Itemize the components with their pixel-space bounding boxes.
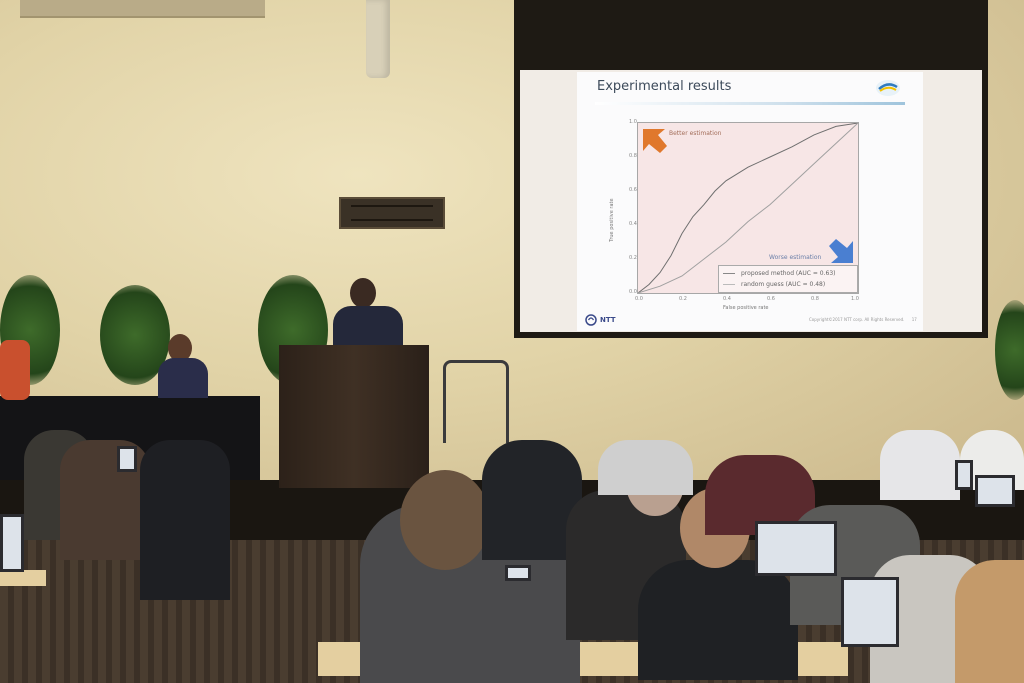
legend-label: random guess (AUC = 0.48) [741, 281, 826, 288]
laptop [117, 446, 137, 472]
podium [279, 345, 429, 488]
speaker-body [333, 306, 403, 346]
ceiling-fixture [20, 0, 265, 18]
laptop [841, 577, 899, 647]
y-tick-label: 0.4 [629, 221, 637, 227]
legend-swatch [723, 284, 735, 285]
y-tick-label: 1.0 [629, 119, 637, 125]
chart-x-axis-label: False positive rate [723, 305, 769, 311]
y-tick-label: 0.0 [629, 289, 637, 295]
wall-vent [339, 197, 445, 229]
better-estimation-label: Better estimation [669, 130, 722, 137]
laptop [755, 521, 837, 576]
slide-page-number: 17 [911, 317, 917, 322]
panelist-body [158, 358, 208, 398]
worse-estimation-label: Worse estimation [769, 254, 822, 261]
ntt-logo-icon [876, 80, 900, 96]
better-estimation-arrow-icon [643, 129, 667, 153]
roc-chart [638, 123, 858, 293]
worse-estimation-arrow-icon [829, 239, 853, 263]
y-tick-label: 0.6 [629, 187, 637, 193]
audience-table [0, 570, 46, 586]
slide-title-rule [595, 102, 905, 105]
legend-item: random guess (AUC = 0.48) [723, 281, 825, 288]
roc-series-line [638, 123, 858, 293]
x-tick-label: 0.6 [767, 296, 775, 302]
chart-y-axis-label: True positive rate [609, 198, 615, 242]
audience-member [955, 560, 1024, 683]
stair-railing [443, 360, 509, 443]
x-tick-label: 1.0 [851, 296, 859, 302]
roc-series-line [638, 123, 858, 293]
speaker-head [350, 278, 376, 308]
audience-member [482, 440, 582, 560]
ntt-brand-icon [585, 314, 597, 326]
laptop [955, 460, 973, 490]
x-tick-label: 0.2 [679, 296, 687, 302]
x-tick-label: 0.0 [635, 296, 643, 302]
audience-member [140, 440, 230, 600]
laptop [0, 514, 24, 572]
legend-item: proposed method (AUC = 0.63) [723, 270, 835, 277]
audience-member [880, 430, 960, 500]
wall-speaker [366, 0, 390, 78]
audience-member-head [400, 470, 490, 570]
potted-plant [995, 300, 1024, 400]
laptop [505, 565, 531, 581]
y-tick-label: 0.2 [629, 255, 637, 261]
presentation-slide: Experimental results True positive rate … [577, 72, 923, 331]
x-tick-label: 0.4 [723, 296, 731, 302]
chart-legend: proposed method (AUC = 0.63) random gues… [718, 265, 858, 293]
slide-footer-copyright: Copyright©2017 NTT corp. All Rights Rese… [809, 317, 917, 322]
slide-title: Experimental results [597, 79, 732, 94]
legend-swatch [723, 273, 735, 274]
audience-member [638, 560, 798, 680]
laptop [975, 475, 1015, 507]
x-tick-label: 0.8 [811, 296, 819, 302]
person-left-edge [0, 340, 30, 400]
brand-name: NTT [600, 316, 616, 324]
y-tick-label: 0.8 [629, 153, 637, 159]
slide-footer-brand: NTT [585, 314, 616, 326]
panelist-head [168, 334, 192, 362]
legend-label: proposed method (AUC = 0.63) [741, 270, 836, 277]
copyright-text: Copyright©2017 NTT corp. All Rights Rese… [809, 317, 905, 322]
audience-member [598, 440, 693, 495]
